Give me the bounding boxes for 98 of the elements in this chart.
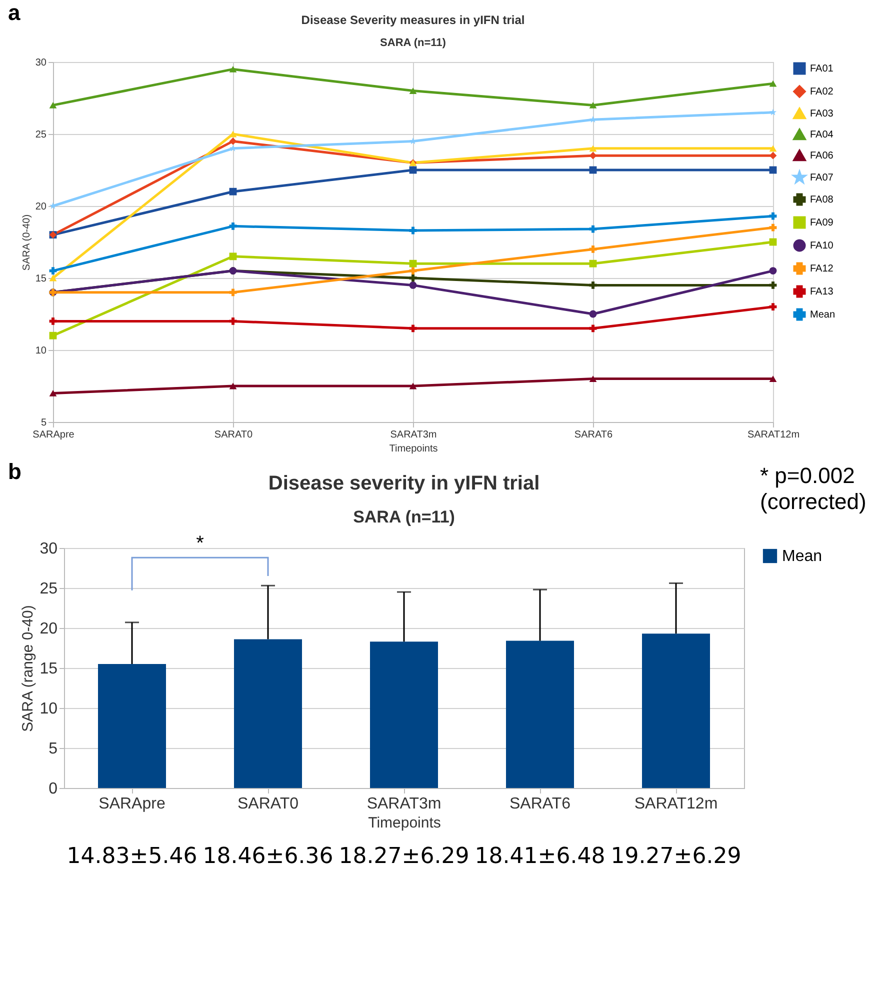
x-tick-label: SARAT6 [574,430,614,440]
y-tick-label: 15 [40,660,58,678]
point [589,324,597,332]
legend-label: FA07 [810,172,834,184]
point [229,252,237,260]
text: 18.46±6.36 [202,844,334,869]
chart-subtitle: SARA (n=11) [353,508,455,527]
legend-label: FA08 [810,194,834,206]
chart-title: Disease Severity measures in yIFN trial [301,13,525,27]
point [409,382,417,390]
x-axis-title: Timepoints [389,444,438,454]
x-tick-label: SARAT12m [634,796,718,812]
point [409,267,417,275]
y-tick-label: 0 [48,780,58,798]
legend-label: FA01 [810,64,834,74]
text: 18.41±6.48 [474,844,606,869]
point [589,376,597,382]
bar [506,640,574,788]
x-tick-label: SARAT0 [214,430,254,440]
point [229,288,237,296]
y-tick-label: 30 [35,58,47,68]
legend-label: Mean [810,310,836,320]
point [589,245,597,253]
point [49,267,57,275]
legend-label: Mean [782,548,822,565]
x-tick-label: SARApre [32,430,75,440]
point [49,317,57,325]
text: 19.27±6.29 [610,844,742,869]
chart-subtitle: SARA (n=11) [380,37,446,49]
point [589,310,597,318]
legend-label: FA03 [810,108,834,120]
x-axis-title: Timepoints [368,814,441,832]
point [49,102,57,108]
text: 18.27±6.29 [338,844,470,869]
y-tick-label: 10 [40,700,58,718]
point [409,324,417,332]
point [769,80,777,87]
legend-label: FA09 [810,218,834,228]
point [769,224,777,232]
point [49,332,57,340]
point [589,260,597,268]
point [229,137,237,145]
y-tick-label: 10 [35,346,47,356]
point [769,152,777,160]
point [49,274,57,282]
point [589,225,597,233]
y-tick-label: 20 [35,202,47,212]
point [229,317,237,325]
legend-label: FA06 [810,150,834,162]
y-tick-label: 20 [40,620,58,638]
x-tick-label: SARApre [98,796,166,812]
y-axis-title: SARA (range 0-40) [20,605,37,732]
bar [98,664,166,788]
y-axis-title: SARA (0-40) [21,214,32,271]
point [409,226,417,234]
point [769,145,777,152]
bar [642,634,710,788]
legend-label: FA02 [810,86,834,98]
point [769,376,777,382]
annotation: * [196,532,204,555]
text: a [8,0,20,26]
text: * p=0.002 (corrected) [760,463,868,515]
point [589,145,597,152]
y-tick-label: 5 [40,418,47,428]
point [769,267,777,274]
text: 14.83±5.46 [66,844,198,869]
point [229,382,237,390]
point [769,281,777,289]
bar [370,642,438,788]
x-tick-label: SARAT0 [237,796,299,812]
chart-title: Disease severity in yIFN trial [268,472,540,495]
y-tick-label: 25 [40,580,58,598]
x-tick-label: SARAT6 [509,796,571,812]
point [229,66,237,72]
bar [234,639,302,788]
y-tick-label: 15 [35,274,47,284]
legend-label: FA12 [810,264,834,274]
x-tick-label: SARAT12m [747,430,800,440]
y-tick-label: 30 [40,540,58,558]
legend-label: FA10 [810,240,834,252]
point [229,188,237,196]
point [589,102,597,108]
point [769,303,777,311]
point [409,274,417,282]
y-tick-label: 25 [35,130,47,140]
legend-label: FA13 [810,286,834,298]
x-tick-label: SARAT3m [366,796,442,812]
y-tick-label: 5 [48,740,58,758]
point [229,222,237,230]
text: b [8,459,22,485]
x-tick-label: SARAT3m [390,430,437,440]
legend-label: FA04 [810,130,834,140]
point [409,282,417,289]
point [409,260,417,268]
point [769,212,777,220]
point [589,281,597,289]
point [409,88,417,94]
point [49,390,57,396]
